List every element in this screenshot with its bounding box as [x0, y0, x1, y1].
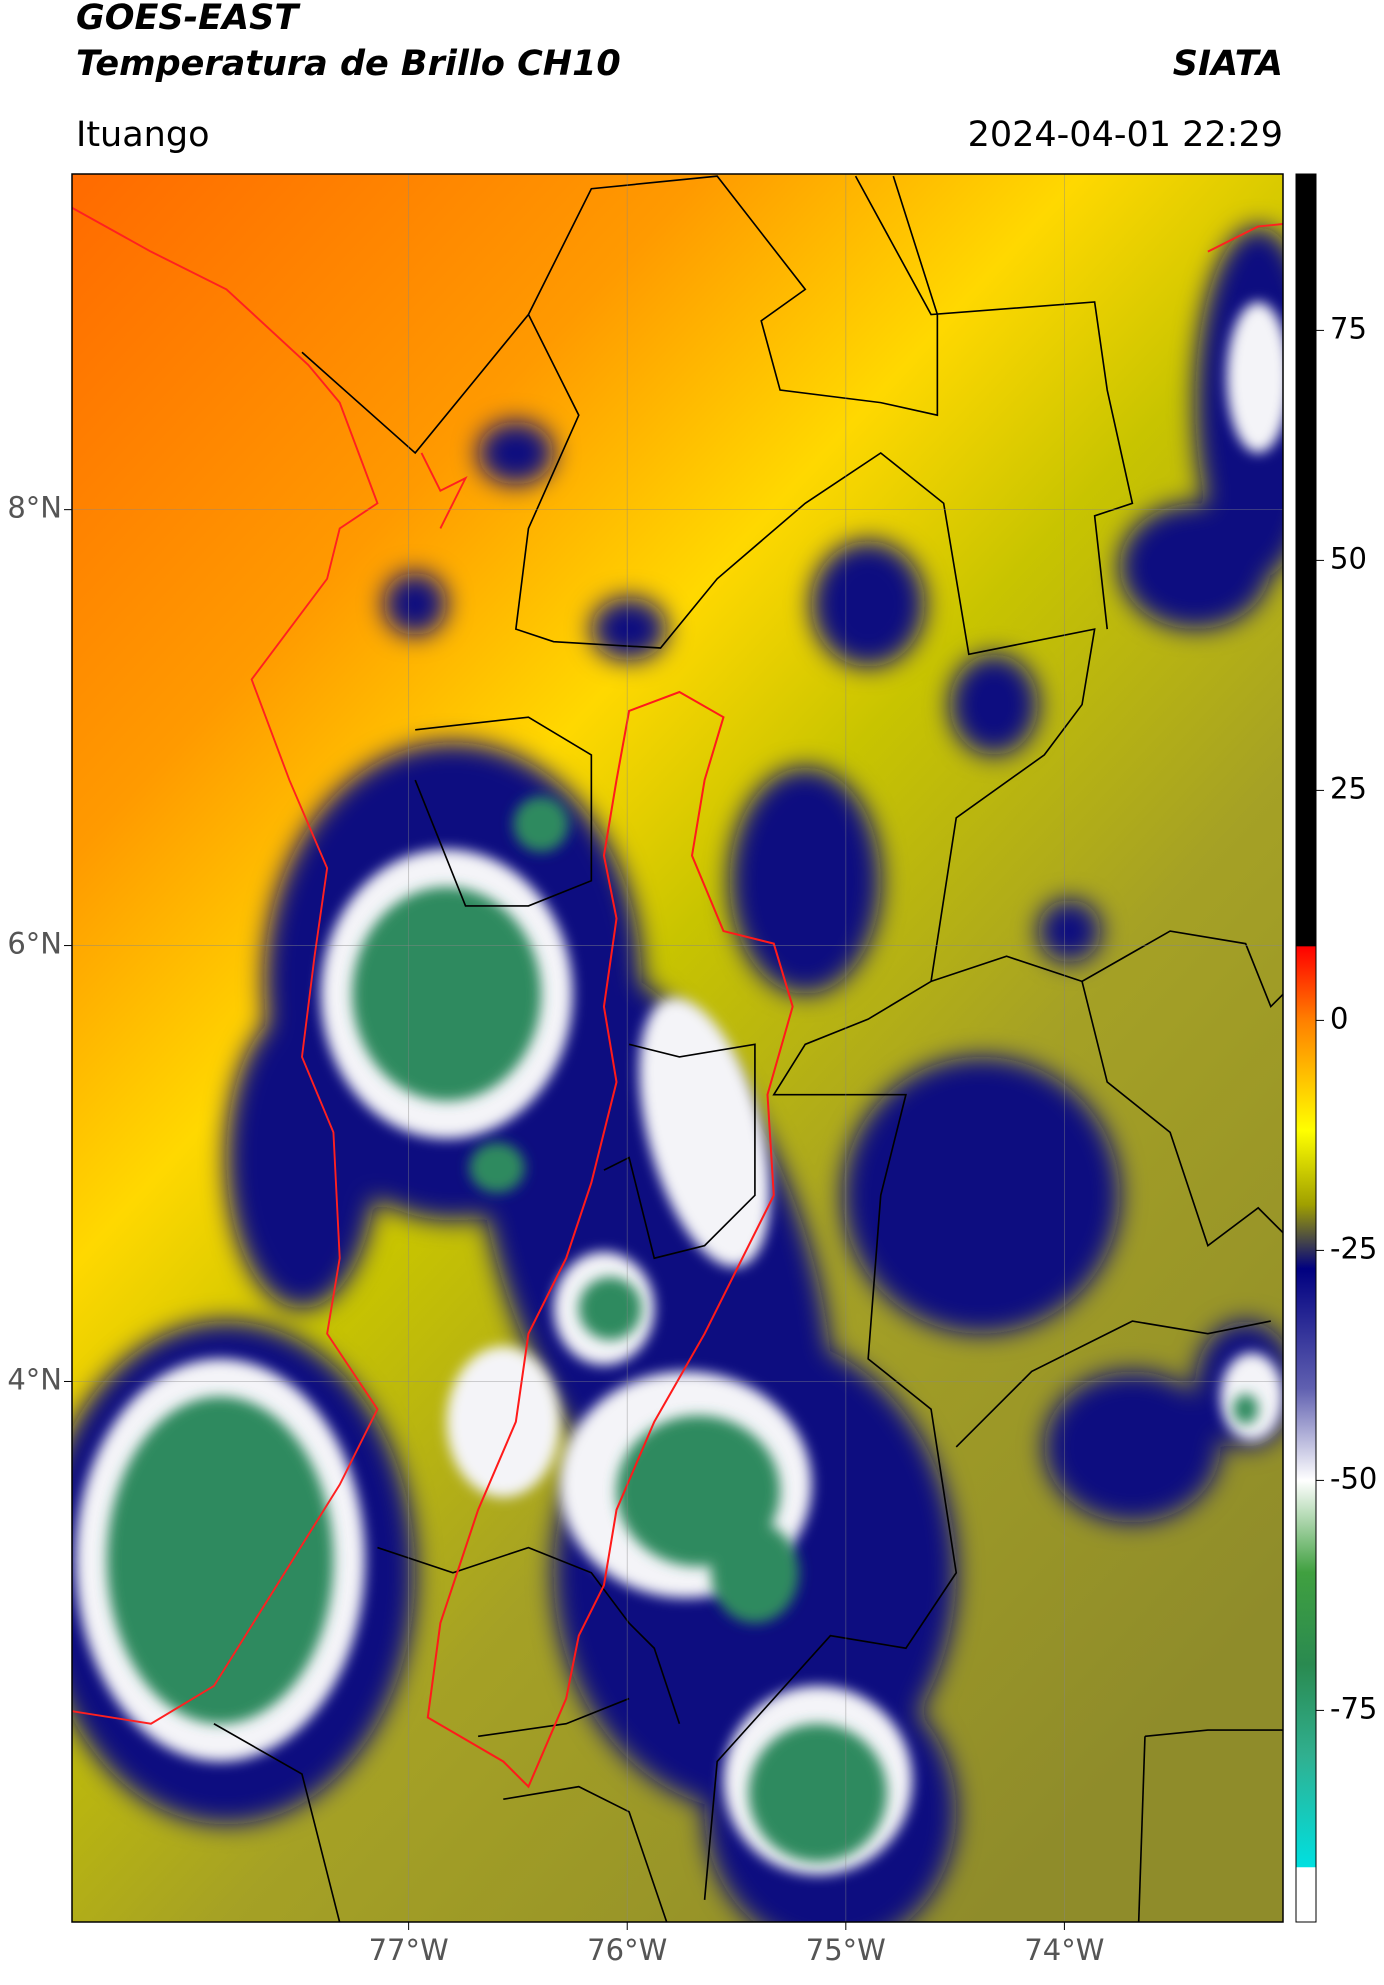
colorbar-ticks: 75 50 25 0 -25 -50 -75	[1316, 311, 1377, 1725]
colorbar-tick-label: 0	[1330, 1001, 1348, 1035]
map	[72, 174, 1283, 1922]
colorbar-tick-label: 50	[1330, 541, 1367, 575]
region: Ituango	[76, 115, 210, 155]
coastline	[72, 206, 1283, 1725]
y-tick-label: 8°N	[7, 491, 62, 525]
colorbar-tick-label: -50	[1330, 1461, 1377, 1495]
x-tick-label: 77°W	[369, 1933, 449, 1967]
colorbar-tick-label: -75	[1330, 1691, 1377, 1725]
colorbar-tick-label: 25	[1330, 771, 1367, 805]
ituango-outline	[426, 690, 794, 1789]
agency: SIATA	[1173, 44, 1283, 84]
y-tick-label: 6°N	[7, 927, 62, 961]
x-tick-label: 74°W	[1024, 1933, 1104, 1967]
borders	[213, 175, 1283, 1922]
cloud-field	[72, 175, 1283, 1922]
title: GOES-EAST	[76, 0, 301, 38]
x-tick-label: 76°W	[587, 1933, 667, 1967]
colorbar	[1295, 173, 1317, 1923]
subtitle: Temperatura de Brillo CH10	[76, 44, 621, 84]
y-tick-label: 4°N	[7, 1362, 62, 1396]
x-tick-label: 75°W	[806, 1933, 886, 1967]
cloud-green	[106, 796, 1259, 1863]
colorbar-tick-label: 75	[1330, 311, 1367, 345]
graticule	[72, 174, 1283, 1922]
axis-ticks: 77°W 76°W 75°W 74°W 8°N 6°N 4°N	[7, 491, 1104, 1967]
timestamp: 2024-04-01 22:29	[968, 115, 1283, 155]
colorbar-tick-label: -25	[1330, 1231, 1377, 1265]
map-frame	[71, 173, 1284, 1923]
